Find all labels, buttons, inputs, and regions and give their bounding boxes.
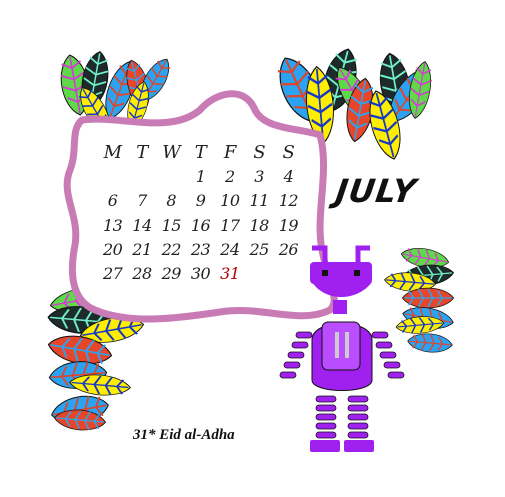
holiday-footnote: 31* Eid al-Adha <box>133 427 235 443</box>
day-cell: 26 <box>278 239 299 259</box>
calendar-grid: M T W T F S S 1 2 3 4 6 7 8 9 10 11 12 1… <box>98 140 318 287</box>
week-row: 20 21 22 23 24 25 26 <box>98 237 318 261</box>
day-cell: 7 <box>137 191 147 211</box>
day-cell: 1 <box>195 166 206 186</box>
day-cell: 24 <box>220 239 240 259</box>
day-cell: 13 <box>102 215 123 235</box>
week-row: 13 14 15 16 17 18 19 <box>98 213 318 237</box>
day-cell: 18 <box>249 215 269 235</box>
leaf-cluster-right <box>382 244 456 355</box>
day-cell: 17 <box>220 215 240 235</box>
day-cell: 19 <box>278 215 299 235</box>
day-cell: 4 <box>283 166 294 186</box>
week-row: 6 7 8 9 10 11 12 <box>98 189 318 213</box>
day-cell: 10 <box>220 191 240 211</box>
day-cell: 16 <box>190 215 211 235</box>
day-cell: 23 <box>190 239 211 259</box>
day-cell: 28 <box>132 264 152 284</box>
day-cell: 22 <box>161 239 182 259</box>
highlighted-day-cell: 31 <box>215 260 244 287</box>
weekday-label: S <box>282 141 295 163</box>
robot-illustration <box>279 245 405 452</box>
weekday-label: T <box>194 141 207 163</box>
day-cell: 6 <box>107 191 118 211</box>
day-cell: 15 <box>161 215 182 235</box>
day-cell: 30 <box>190 264 211 284</box>
weekday-label: M <box>103 141 122 163</box>
weekday-label: S <box>253 141 266 163</box>
calendar-frame <box>63 90 338 323</box>
weekday-label: T <box>136 141 148 163</box>
month-title: JULY <box>333 172 420 210</box>
week-row: 27 28 29 30 31 <box>98 260 318 287</box>
day-cell: 3 <box>254 166 264 186</box>
day-cell: 21 <box>132 239 152 259</box>
week-row: 1 2 3 4 <box>98 164 318 188</box>
day-cell: 11 <box>249 191 269 211</box>
day-cell: 14 <box>132 215 152 235</box>
day-cell: 25 <box>249 239 269 259</box>
day-cell: 9 <box>195 191 206 211</box>
day-cell: 8 <box>166 191 177 211</box>
day-cell: 20 <box>102 239 123 259</box>
day-cell: 27 <box>102 264 123 284</box>
day-cell: 29 <box>161 264 182 284</box>
weekday-header: M T W T F S S <box>98 140 318 164</box>
weekday-label: W <box>162 141 181 163</box>
weekday-label: F <box>223 141 237 163</box>
day-cell: 12 <box>278 191 299 211</box>
day-cell: 2 <box>224 166 235 186</box>
